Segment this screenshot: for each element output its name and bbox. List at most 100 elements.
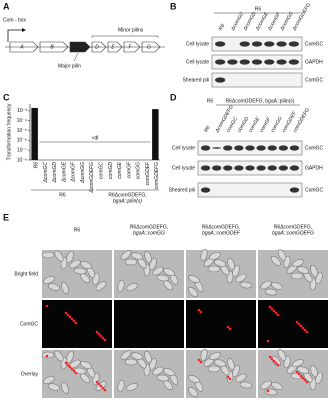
micrograph [42,300,112,348]
blot-band [214,77,226,83]
cell [156,274,170,282]
y-axis-title: Transformation frequency [6,103,12,160]
cell [260,280,272,290]
row-label: Sheared pili [183,77,209,83]
cell [292,359,304,367]
blot-band [239,41,250,47]
cell [120,250,132,260]
group-label: R6 [59,192,66,198]
cell [209,352,221,360]
group-label: bgaA::pilin(s) [113,198,143,204]
bar [31,107,38,160]
cell [163,368,175,376]
protein-label: ComGC [305,41,323,47]
blot-band [234,165,244,171]
blot-band [227,59,238,65]
fluorescent-spot [97,332,101,336]
cell [124,258,138,266]
fluorescent-spot [72,369,76,373]
fluorescent-spot [70,317,74,321]
cell [73,267,87,275]
cell [235,373,247,383]
x-tick-label: ΔcomGD [52,162,58,184]
gene-label: F [128,44,132,50]
cell [188,275,200,283]
row-label: Sheared pili [169,187,195,193]
blot-band [264,41,275,47]
micrograph [114,300,184,348]
blot-band [264,59,275,65]
fluorescent-spot [70,367,74,371]
cell [80,361,92,369]
cell [80,261,92,269]
x-tick-label: ΔcomGG [80,162,86,184]
cell [277,349,287,361]
fluorescent-spot [64,361,68,365]
blot-frame [197,182,303,198]
gene-label: E [111,44,115,50]
fluorescent-spot [268,305,272,309]
cell [66,250,74,264]
cell [277,249,287,261]
blot-band [245,165,255,171]
fluorescent-spot [226,325,230,329]
cell [207,365,221,373]
cell [41,251,55,259]
blot-band [276,41,287,47]
x-tick-label: comGF [126,161,132,178]
fluorescent-spot [272,359,276,363]
major-pilin-label: Major pilin [58,63,81,69]
fluorescent-spot [68,315,72,319]
fluorescent-spot [68,365,72,369]
fluorescent-spot [301,376,305,380]
fluorescent-spot [226,375,230,379]
cell [152,366,164,376]
cell [239,381,253,389]
cell [188,386,198,398]
fluorescent-spot [301,326,305,330]
fluorescent-spot [95,380,99,384]
blot-band [200,187,211,193]
fluorescent-spot [295,370,299,374]
cell [152,266,164,276]
combox-label: Com - box [3,17,27,23]
fluorescent-spot [303,378,307,382]
protein-label: GAPDH [305,165,323,171]
cell [54,350,64,362]
panel-letter: B [170,1,177,11]
cell [47,383,61,391]
fluorescent-spot [305,380,309,384]
panel-letter: C [3,92,10,102]
cell [271,282,283,290]
fluorescent-spot [228,377,232,381]
arrow-head [22,28,26,32]
fluorescent-spot [305,330,309,334]
column-label: R6ΔcomGDEFG, [274,224,312,230]
cell [271,255,281,267]
x-tick-label: R6 [33,162,39,169]
pointer [73,52,79,62]
blot-band [267,145,277,151]
blot-band [278,145,289,151]
x-tick-label: ΔcomGE [61,161,67,183]
cell [117,379,125,393]
fluorescent-spot [64,311,68,315]
gene-label: C [76,44,80,50]
cell [310,364,318,378]
fluorescent-spot [274,311,278,315]
fluorescent-spot [276,313,280,317]
fluorescent-spot [97,382,101,386]
cell [41,351,55,359]
cell [188,286,198,298]
annotation: <dl [92,135,99,141]
x-tick-label: comGG [136,162,142,179]
column-label: bgaA::comGG [133,230,165,236]
lane-label: R6 [218,23,227,32]
fluorescent-spot [276,363,280,367]
x-tick-label: comGDEF [145,161,151,185]
promoter-arrow [7,29,22,42]
cell [95,281,107,291]
fluorescent-spot [45,304,49,308]
cell [47,283,61,291]
